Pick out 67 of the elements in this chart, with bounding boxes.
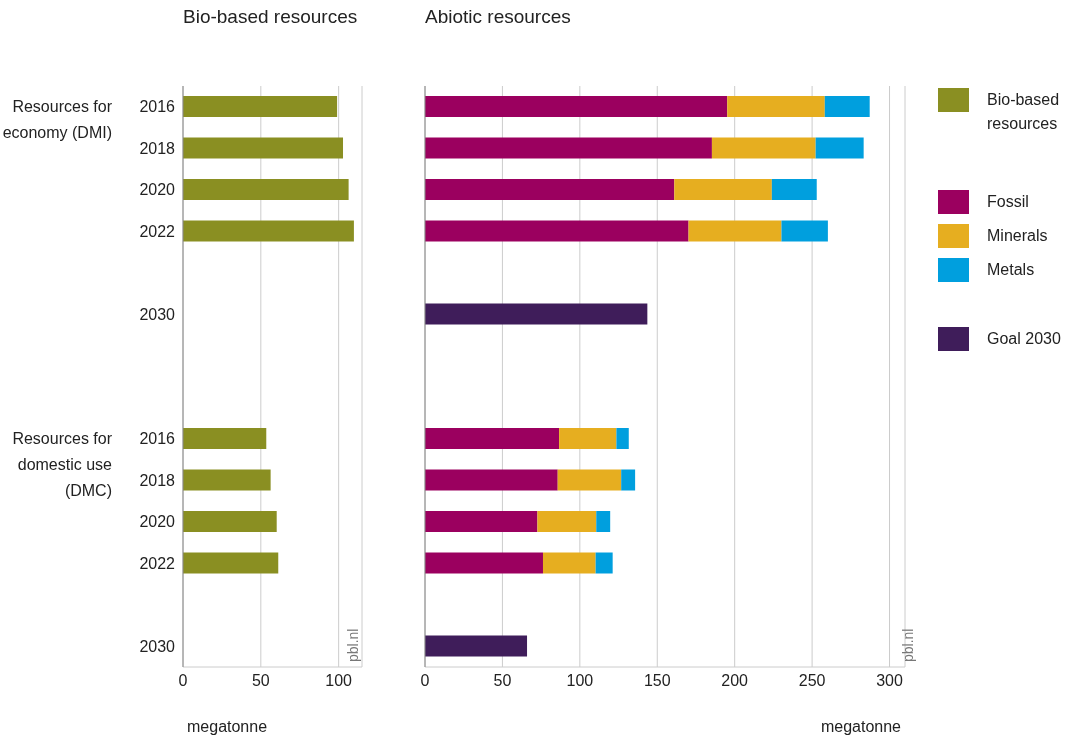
- x-tick-label: 150: [643, 672, 671, 690]
- bar: [183, 179, 349, 200]
- bar: [183, 96, 338, 117]
- x-tick-label: 300: [876, 672, 903, 690]
- bar: [425, 220, 689, 242]
- chart-title: Bio-based resources: [183, 6, 358, 28]
- x-tick-label: 0: [178, 672, 188, 690]
- y-tick-label: 2016: [139, 98, 176, 116]
- bar: [596, 511, 611, 532]
- x-tick-label: 250: [798, 672, 826, 690]
- x-axis-title: megatonne: [820, 718, 902, 735]
- legend-label: Metals: [987, 260, 1036, 280]
- legend-label: Fossil: [987, 192, 1030, 212]
- y-tick-label: 2020: [139, 181, 176, 199]
- bar: [727, 96, 825, 117]
- bar: [425, 469, 558, 491]
- bar: [183, 469, 271, 491]
- y-tick-label: 2030: [139, 305, 176, 323]
- y-tick-label: 2030: [139, 637, 176, 655]
- bar: [425, 635, 528, 657]
- bar: [425, 137, 712, 159]
- bar: [711, 137, 816, 159]
- x-axis-title: megatonne: [187, 718, 268, 735]
- bar: [425, 511, 538, 532]
- bar: [616, 428, 629, 449]
- bar: [542, 552, 596, 574]
- x-tick-label: 200: [721, 672, 749, 690]
- x-tick-label: 50: [493, 672, 512, 690]
- annotation: pbl.nl: [345, 628, 361, 662]
- bar: [559, 428, 617, 449]
- text: Resources for domestic use (DMC): [11, 429, 112, 501]
- x-tick-label: 0: [420, 672, 430, 690]
- x-tick-label: 50: [251, 672, 270, 690]
- bar: [688, 220, 782, 242]
- text: Resources for economy (DMI): [1, 97, 112, 143]
- bar: [183, 552, 279, 574]
- bar: [425, 96, 728, 117]
- bar: [815, 137, 864, 159]
- x-tick-label: 100: [325, 672, 353, 690]
- bar: [183, 511, 277, 532]
- bar: [621, 469, 636, 491]
- bar: [595, 552, 613, 574]
- bar: [425, 428, 560, 449]
- bar: [425, 179, 675, 200]
- y-tick-label: 2022: [139, 222, 176, 240]
- bar: [557, 469, 622, 491]
- y-tick-label: 2018: [139, 139, 176, 157]
- legend-label: Minerals: [987, 226, 1049, 246]
- bar: [183, 428, 267, 449]
- legend-label: Bio-based resources: [987, 90, 1061, 134]
- bar: [674, 179, 772, 200]
- y-tick-label: 2016: [139, 430, 176, 448]
- y-tick-label: 2022: [139, 554, 176, 572]
- legend-label: Goal 2030: [987, 329, 1062, 349]
- annotation: pbl.nl: [900, 628, 916, 662]
- x-tick-label: 100: [566, 672, 594, 690]
- bar: [183, 137, 344, 159]
- chart-title: Abiotic resources: [425, 6, 571, 28]
- bar: [824, 96, 870, 117]
- bar: [781, 220, 828, 242]
- y-tick-label: 2018: [139, 471, 176, 489]
- y-tick-label: 2020: [139, 513, 176, 531]
- bar: [425, 303, 648, 325]
- bar: [183, 220, 354, 242]
- bar: [537, 511, 597, 532]
- bar: [425, 552, 543, 574]
- bar: [771, 179, 817, 200]
